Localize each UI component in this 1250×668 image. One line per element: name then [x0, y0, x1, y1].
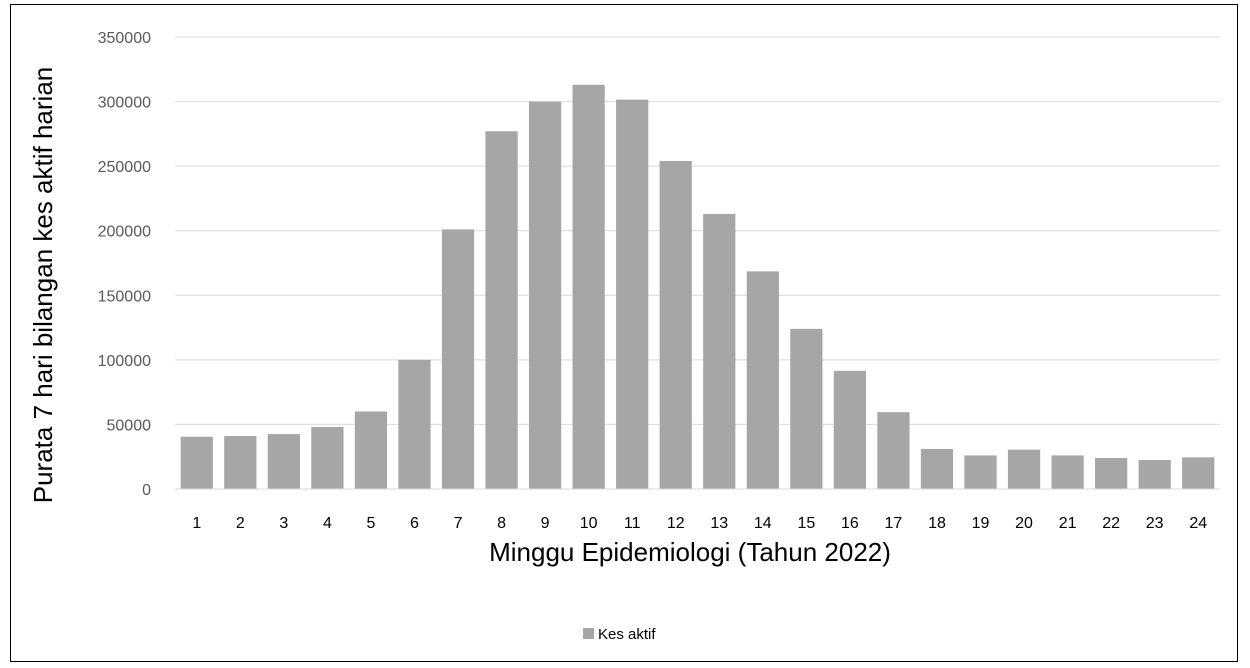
bar	[1095, 458, 1128, 489]
bar	[180, 436, 213, 489]
legend: Kes aktif	[583, 626, 656, 643]
x-tick-label: 13	[710, 515, 728, 532]
x-tick-label: 6	[410, 515, 419, 532]
y-tick-label: 0	[142, 482, 151, 499]
x-tick-label: 20	[1015, 515, 1033, 532]
y-axis-ticks: 0 50000 100000 150000 200000 250000 300000 3500…	[98, 30, 151, 499]
x-tick-label: 2	[236, 515, 245, 532]
legend-label: Kes aktif	[598, 626, 656, 643]
x-tick-label: 10	[580, 515, 598, 532]
x-tick-label: 4	[323, 515, 332, 532]
bar	[659, 160, 692, 489]
bar	[920, 448, 954, 489]
x-tick-label: 15	[797, 515, 815, 532]
bar	[790, 328, 823, 489]
x-tick-label: 11	[624, 515, 641, 532]
y-axis-title: Purata 7 hari bilangan kes aktif harian	[28, 67, 58, 504]
x-tick-label: 18	[928, 515, 946, 532]
bar	[1051, 455, 1084, 489]
x-tick-label: 19	[972, 515, 990, 532]
y-tick-label: 200000	[98, 224, 151, 241]
x-tick-label: 23	[1146, 515, 1164, 532]
y-tick-label: 250000	[98, 159, 151, 176]
x-tick-label: 1	[192, 515, 201, 532]
y-tick-label: 350000	[98, 30, 151, 47]
bar	[703, 213, 736, 489]
bar	[528, 101, 562, 490]
x-tick-label: 7	[454, 515, 463, 532]
bar	[441, 229, 475, 489]
bar	[877, 412, 910, 489]
x-axis-ticks: 1 2 3 4 5 6 7 8 9 10 11 12 13 14 15 16 17 18 19 20 21 22 23 24	[192, 515, 1207, 532]
y-tick-label: 50000	[107, 417, 152, 434]
bar	[485, 131, 518, 489]
bar	[1182, 457, 1215, 489]
x-tick-label: 22	[1102, 515, 1120, 532]
bar	[964, 455, 997, 489]
legend-swatch	[583, 628, 594, 639]
x-tick-label: 17	[885, 515, 903, 532]
x-tick-label: 24	[1189, 515, 1207, 532]
bar	[572, 84, 605, 489]
x-axis-title: Minggu Epidemiologi (Tahun 2022)	[489, 537, 891, 567]
y-tick-label: 150000	[98, 288, 151, 305]
x-tick-label: 14	[754, 515, 772, 532]
bars	[180, 84, 1215, 490]
x-tick-label: 9	[541, 515, 550, 532]
x-tick-label: 16	[841, 515, 859, 532]
bar	[1138, 459, 1171, 489]
x-tick-label: 3	[279, 515, 288, 532]
y-tick-label: 300000	[98, 95, 151, 112]
gridlines	[175, 36, 1220, 425]
bar	[746, 271, 779, 489]
bar	[616, 99, 649, 490]
bar	[1007, 449, 1041, 489]
bar	[267, 434, 300, 489]
y-tick-label: 100000	[98, 353, 151, 370]
x-tick-label: 21	[1059, 515, 1077, 532]
bar	[224, 436, 257, 489]
bar	[398, 359, 431, 489]
bar	[311, 427, 344, 489]
x-tick-label: 5	[366, 515, 375, 532]
bar	[354, 411, 388, 489]
bar	[833, 370, 867, 489]
x-tick-label: 12	[667, 515, 685, 532]
x-tick-label: 8	[497, 515, 506, 532]
